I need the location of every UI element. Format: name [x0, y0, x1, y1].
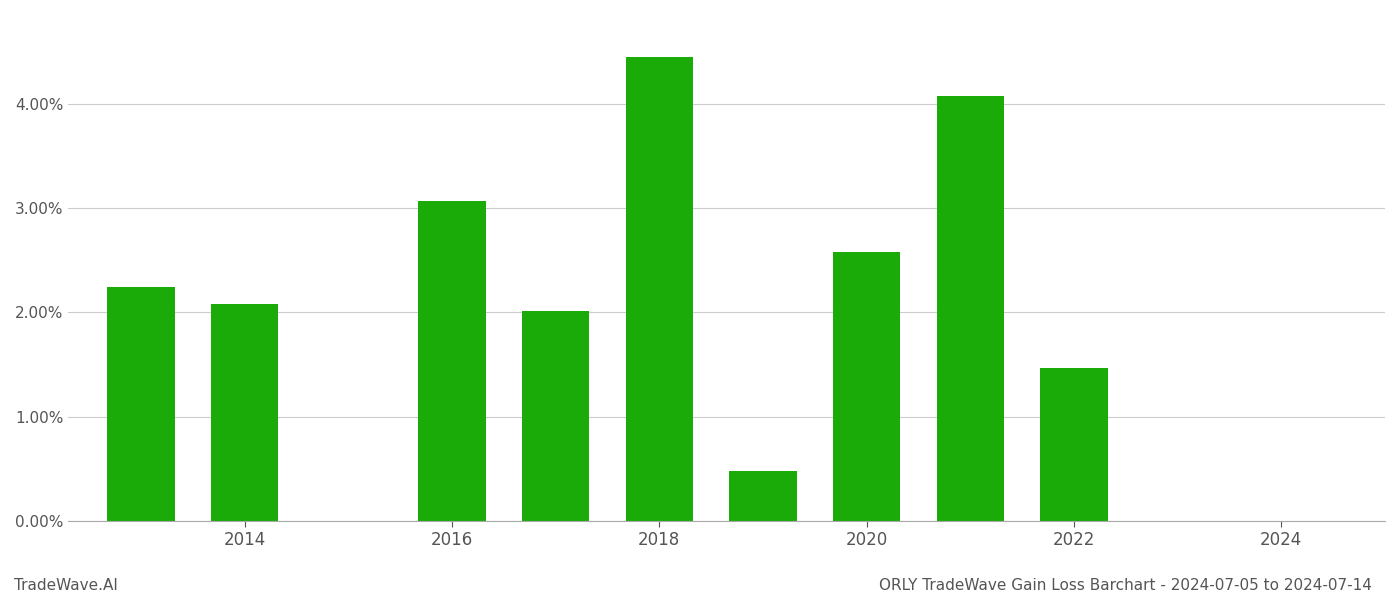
Bar — [522, 311, 589, 521]
Text: TradeWave.AI: TradeWave.AI — [14, 578, 118, 593]
Bar — [626, 57, 693, 521]
Bar — [937, 96, 1004, 521]
Text: ORLY TradeWave Gain Loss Barchart - 2024-07-05 to 2024-07-14: ORLY TradeWave Gain Loss Barchart - 2024… — [879, 578, 1372, 593]
Bar — [1040, 368, 1107, 521]
Bar — [729, 470, 797, 521]
Bar — [833, 252, 900, 521]
Bar — [419, 201, 486, 521]
Bar — [211, 304, 279, 521]
Bar — [108, 287, 175, 521]
